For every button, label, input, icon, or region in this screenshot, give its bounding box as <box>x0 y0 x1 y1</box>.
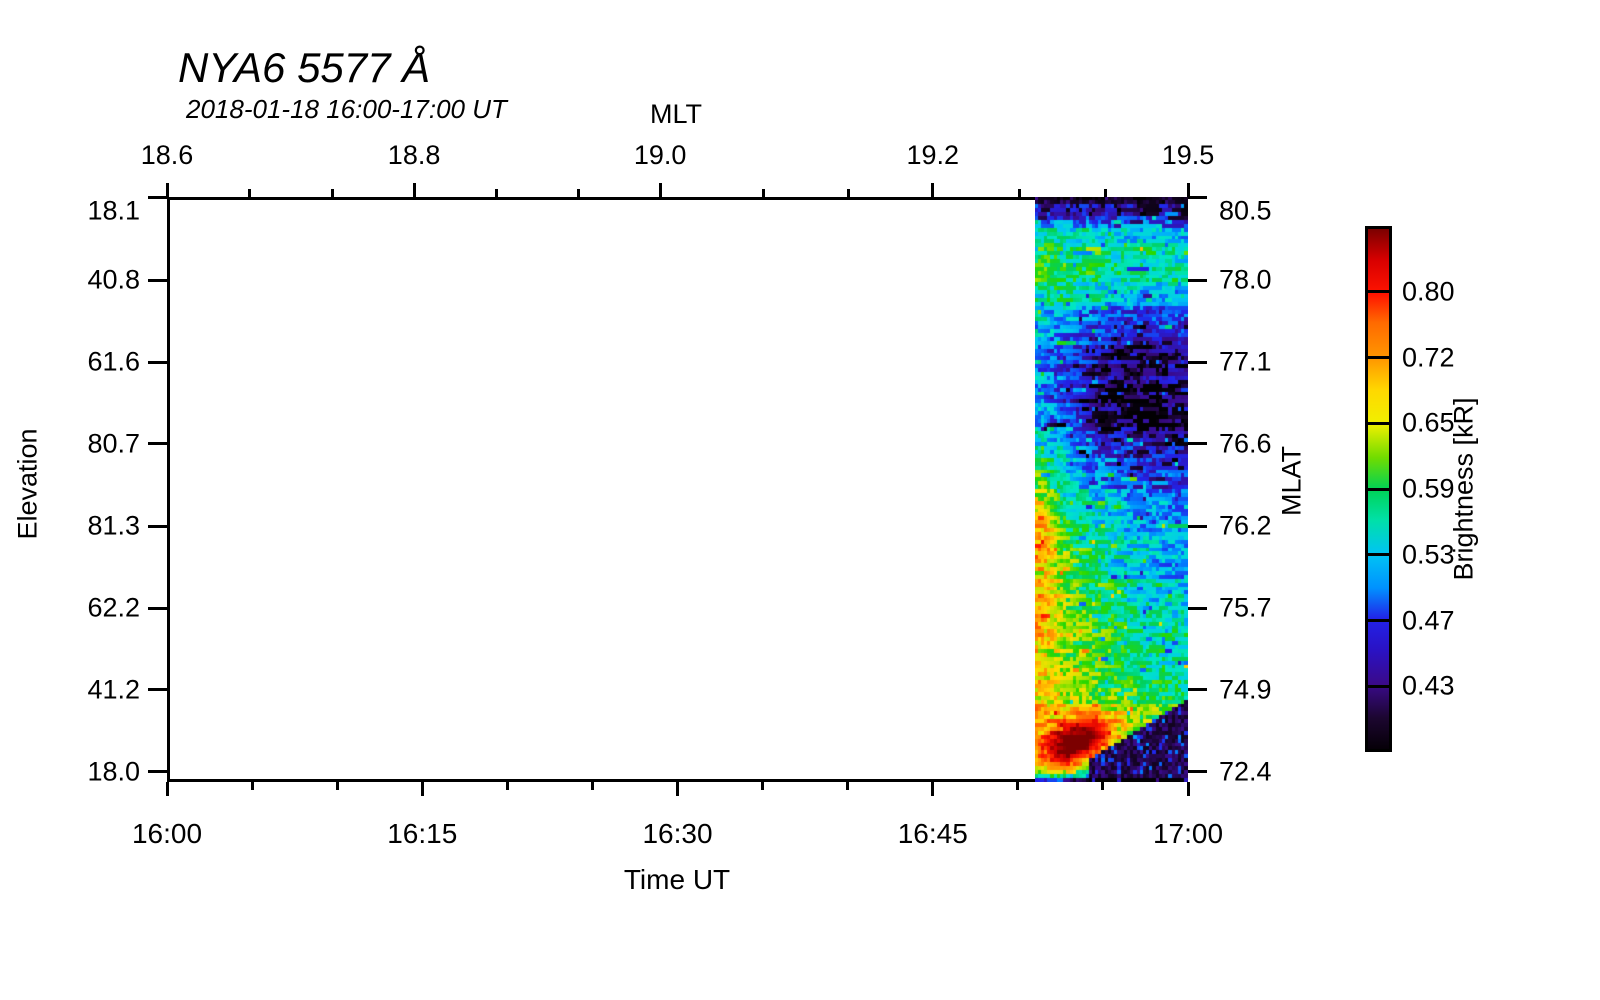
left-axis-tick <box>148 360 167 364</box>
top-axis-major-tick <box>931 183 935 197</box>
top-axis-major-tick <box>1186 183 1190 197</box>
right-axis-tick-label: 72.4 <box>1219 756 1272 787</box>
colorbar-tick-label: 0.47 <box>1402 605 1455 635</box>
top-axis-tick-label: 18.8 <box>387 140 441 170</box>
right-axis-tick <box>1188 278 1207 282</box>
right-axis-tick-label: 76.2 <box>1219 510 1272 541</box>
colorbar-tick-label: 0.65 <box>1402 407 1455 438</box>
colorbar-division-line <box>1365 356 1392 359</box>
right-axis-tick-label: 77.1 <box>1219 346 1272 377</box>
top-axis-minor-tick <box>495 189 499 197</box>
right-axis-tick-label: 75.7 <box>1219 592 1272 623</box>
bottom-axis-minor-tick <box>1101 782 1105 790</box>
bottom-axis-minor-tick <box>590 782 594 790</box>
mlt-axis-label: MLT <box>650 99 702 129</box>
chart-subtitle: 2018-01-18 16:00-17:00 UT <box>186 94 507 124</box>
colorbar-tick-label: 0.53 <box>1402 539 1455 570</box>
right-axis-tick <box>1188 524 1207 528</box>
right-axis-tick-label: 74.9 <box>1219 674 1272 705</box>
keogram-heatmap-canvas <box>1035 197 1188 782</box>
bottom-axis-minor-tick <box>250 782 254 790</box>
colorbar-tick-label: 0.43 <box>1402 670 1455 701</box>
colorbar-division-line <box>1365 421 1392 425</box>
colorbar-tick-label: 0.80 <box>1402 276 1455 307</box>
top-axis-major-tick <box>165 183 169 197</box>
bottom-axis-tick-label: 16:45 <box>897 818 968 849</box>
top-axis-major-tick <box>658 183 662 197</box>
top-axis-minor-tick <box>846 189 850 197</box>
colorbar-division-line <box>1365 290 1392 294</box>
left-axis-tick <box>148 606 167 610</box>
top-axis-tick-label: 18.6 <box>140 140 194 170</box>
bottom-axis-minor-tick <box>335 782 339 790</box>
left-axis-tick <box>148 442 167 446</box>
top-axis-minor-tick <box>1103 189 1107 197</box>
colorbar-division-line <box>1365 619 1392 622</box>
right-axis-tick <box>1188 606 1207 610</box>
right-axis-tick-label: 76.6 <box>1219 428 1272 459</box>
right-axis-tick <box>1188 770 1207 774</box>
right-axis-tick <box>1188 196 1207 200</box>
left-axis-tick <box>148 278 167 282</box>
left-axis-tick-label: 18.0 <box>87 756 140 787</box>
left-axis-tick <box>148 688 167 692</box>
left-axis-tick-label: 41.2 <box>87 674 140 705</box>
bottom-axis-minor-tick <box>1016 782 1020 790</box>
left-axis-tick <box>148 196 167 200</box>
right-axis-tick-label: 80.5 <box>1219 195 1272 226</box>
right-axis-tick <box>1188 442 1207 446</box>
bottom-axis-tick-label: 16:15 <box>387 818 458 849</box>
plot-frame <box>167 197 1188 782</box>
bottom-axis-major-tick <box>931 782 935 796</box>
colorbar-division-line <box>1365 553 1392 557</box>
left-axis-tick-label: 40.8 <box>87 264 140 295</box>
bottom-axis-major-tick <box>420 782 424 796</box>
time-ut-axis-label: Time UT <box>623 864 731 895</box>
bottom-axis-tick-label: 16:30 <box>642 818 713 849</box>
colorbar-tick-label: 0.72 <box>1402 342 1455 372</box>
elevation-axis-label: Elevation <box>12 428 43 540</box>
left-axis-tick-label: 61.6 <box>87 346 140 377</box>
top-axis-major-tick <box>412 183 416 197</box>
mlat-axis-label: MLAT <box>1276 445 1307 517</box>
bottom-axis-major-tick <box>1186 782 1190 796</box>
left-axis-tick-label: 62.2 <box>87 592 140 623</box>
chart-title: NYA6 5577 Å <box>178 44 431 91</box>
bottom-axis-minor-tick <box>505 782 509 790</box>
top-axis-minor-tick <box>576 189 580 197</box>
left-axis-tick <box>148 770 167 774</box>
top-axis-tick-label: 19.5 <box>1161 140 1215 170</box>
top-axis-minor-tick <box>330 189 334 197</box>
bottom-axis-minor-tick <box>761 782 765 790</box>
left-axis-tick-label: 80.7 <box>87 428 140 459</box>
right-axis-tick <box>1188 688 1207 692</box>
left-axis-tick <box>148 524 167 528</box>
bottom-axis-tick-label: 16:00 <box>131 818 203 849</box>
left-axis-tick-label: 18.1 <box>87 195 140 226</box>
top-axis-minor-tick <box>248 189 252 197</box>
bottom-axis-major-tick <box>676 782 679 796</box>
right-axis-tick <box>1188 360 1207 364</box>
top-axis-minor-tick <box>1018 189 1022 197</box>
left-axis-tick-label: 81.3 <box>87 510 140 541</box>
top-axis-tick-label: 19.2 <box>906 140 960 170</box>
colorbar-division-line <box>1365 487 1392 491</box>
colorbar-tick-label: 0.59 <box>1402 473 1455 504</box>
bottom-axis-minor-tick <box>846 782 850 790</box>
top-axis-tick-label: 19.0 <box>633 140 687 170</box>
colorbar-division-line <box>1365 684 1392 688</box>
right-axis-tick-label: 78.0 <box>1219 264 1272 295</box>
bottom-axis-tick-label: 17:00 <box>1152 818 1224 849</box>
top-axis-minor-tick <box>761 189 765 197</box>
bottom-axis-major-tick <box>165 782 169 796</box>
